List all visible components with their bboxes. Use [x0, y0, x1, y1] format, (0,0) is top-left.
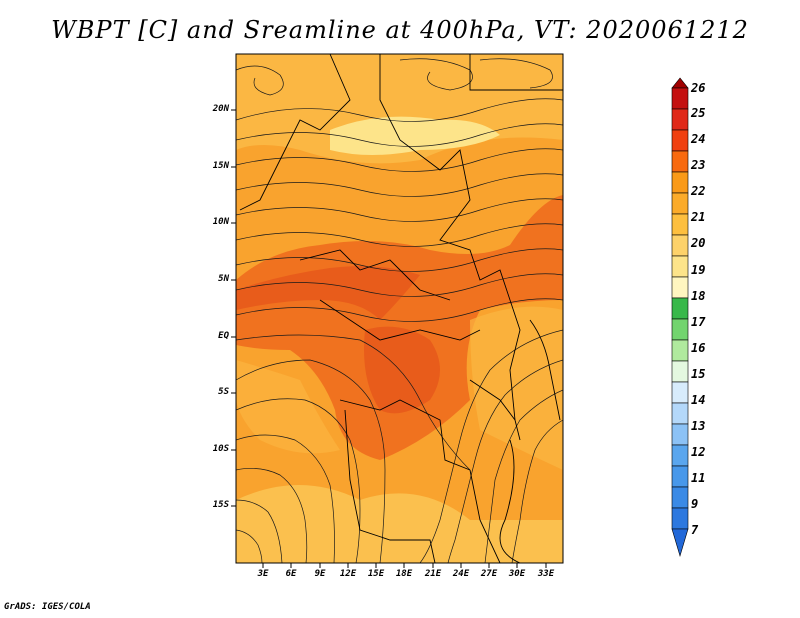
lat-label: 10N — [212, 217, 229, 227]
lon-label: 12E — [339, 569, 357, 579]
lat-label: 5S — [218, 387, 229, 397]
colorbar-segment — [671, 402, 689, 425]
lon-label: 24E — [452, 569, 470, 579]
lon-label: 15E — [367, 569, 385, 579]
lon-label: 6E — [285, 569, 297, 579]
colorbar-top-arrow — [671, 77, 689, 89]
colorbar-segment — [671, 465, 689, 488]
colorbar-label: 21 — [691, 210, 706, 224]
lon-label: 18E — [395, 569, 413, 579]
colorbar-label: 22 — [691, 184, 706, 198]
colorbar-segment — [671, 87, 689, 110]
zone-south — [236, 485, 563, 563]
colorbar-segment — [671, 192, 689, 215]
grads-credit: GrADS: IGES/COLA — [4, 602, 91, 612]
colorbar-label: 15 — [691, 367, 706, 381]
colorbar-segment — [671, 171, 689, 194]
colorbar-label: 26 — [691, 81, 706, 95]
colorbar-segment — [671, 444, 689, 467]
streamlines — [236, 58, 563, 563]
lat-label: 15S — [212, 500, 229, 510]
lat-label: 15N — [212, 161, 229, 171]
colorbar-label: 20 — [691, 236, 706, 250]
colorbar-label: 25 — [691, 106, 706, 120]
zone-23a — [236, 266, 420, 320]
colorbar-segment — [671, 213, 689, 236]
colorbar-segment — [671, 507, 689, 530]
colorbar-label: 16 — [691, 341, 706, 355]
colorbar-label: 7 — [691, 523, 699, 537]
lon-label: 30E — [508, 569, 526, 579]
zone-22 — [236, 195, 563, 460]
colorbar-segment — [671, 360, 689, 383]
colorbar-label: 17 — [691, 315, 706, 329]
lon-label: 3E — [257, 569, 269, 579]
colorbar-segment — [671, 276, 689, 299]
zone-19 — [330, 116, 500, 155]
colorbar-bottom-arrow — [671, 528, 689, 558]
colorbar-segment — [671, 339, 689, 362]
colorbar-segment — [671, 150, 689, 173]
map-area — [236, 54, 563, 563]
colorbar — [671, 77, 689, 558]
colorbar-segment — [671, 234, 689, 257]
zone-west — [236, 360, 340, 454]
colorbar-label: 9 — [691, 497, 699, 511]
colorbar-label: 12 — [691, 445, 706, 459]
lon-label: 9E — [314, 569, 326, 579]
chart-title: WBPT [C] and Sreamline at 400hPa, VT: 20… — [51, 16, 749, 44]
colorbar-segment — [671, 108, 689, 131]
colorbar-label: 19 — [691, 263, 706, 277]
colorbar-label: 18 — [691, 289, 706, 303]
colorbar-label: 23 — [691, 158, 706, 172]
zone-east — [470, 306, 563, 470]
colorbar-segment — [671, 486, 689, 509]
borders — [239, 54, 563, 563]
colorbar-segment — [671, 129, 689, 152]
colorbar-label: 13 — [691, 419, 706, 433]
lat-label: 10S — [212, 444, 229, 454]
map-frame — [235, 53, 564, 564]
colorbar-segment — [671, 255, 689, 278]
lon-label: 21E — [424, 569, 442, 579]
axis-ticks — [231, 109, 547, 568]
colorbar-segment — [671, 318, 689, 341]
lat-label: 5N — [218, 274, 229, 284]
zone-23b — [364, 326, 440, 414]
lat-label: 20N — [212, 104, 229, 114]
colorbar-segment — [671, 297, 689, 320]
lon-label: 27E — [480, 569, 498, 579]
colorbar-label: 11 — [691, 471, 706, 485]
colorbar-segment — [671, 381, 689, 404]
lon-label: 33E — [537, 569, 555, 579]
colorbar-segment — [671, 423, 689, 446]
lat-label: EQ — [218, 331, 229, 341]
colorbar-label: 24 — [691, 132, 706, 146]
colorbar-label: 14 — [691, 393, 706, 407]
